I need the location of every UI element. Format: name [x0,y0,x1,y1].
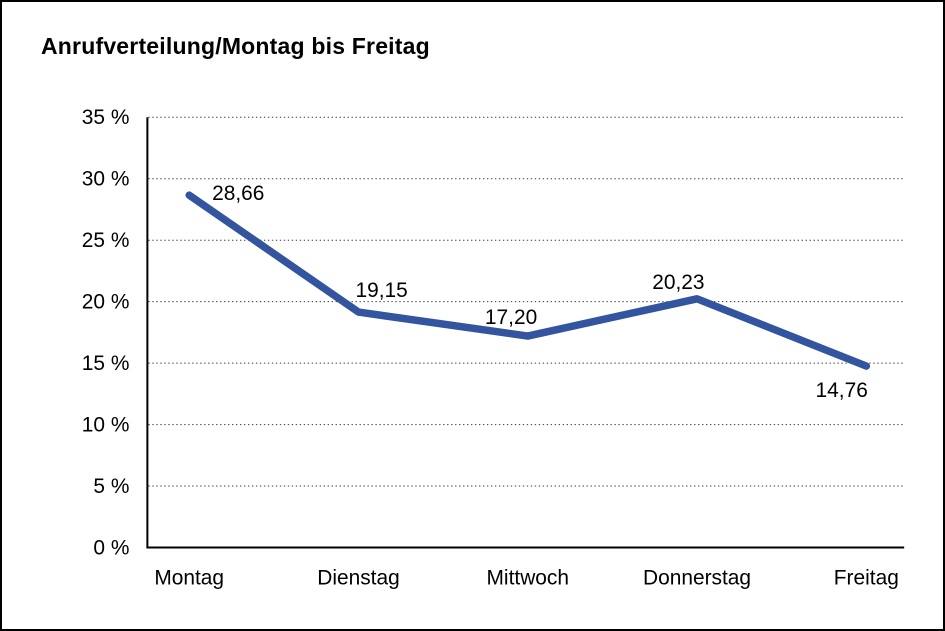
x-tick-label: Montag [154,566,224,589]
chart-title: Anrufverteilung/Montag bis Freitag [41,33,430,59]
y-tick-label: 15 % [82,352,130,375]
y-tick-label: 25 % [82,229,130,252]
y-tick-label: 5 % [93,475,129,498]
y-tick-label: 10 % [82,414,130,437]
data-label: 19,15 [355,279,407,302]
data-label: 17,20 [485,306,537,329]
x-tick-label: Donnerstag [643,566,751,589]
y-tick-label: 0 % [93,536,129,559]
y-tick-label: 35 % [82,106,130,129]
y-tick-label: 30 % [82,168,130,191]
x-tick-label: Mittwoch [487,566,569,589]
y-tick-label: 20 % [82,291,130,314]
x-tick-label: Freitag [834,566,899,589]
series-line [185,191,871,370]
data-label: 14,76 [816,379,868,402]
data-label: 20,23 [652,271,704,294]
data-label: 28,66 [212,182,264,205]
x-tick-label: Dienstag [317,566,399,589]
